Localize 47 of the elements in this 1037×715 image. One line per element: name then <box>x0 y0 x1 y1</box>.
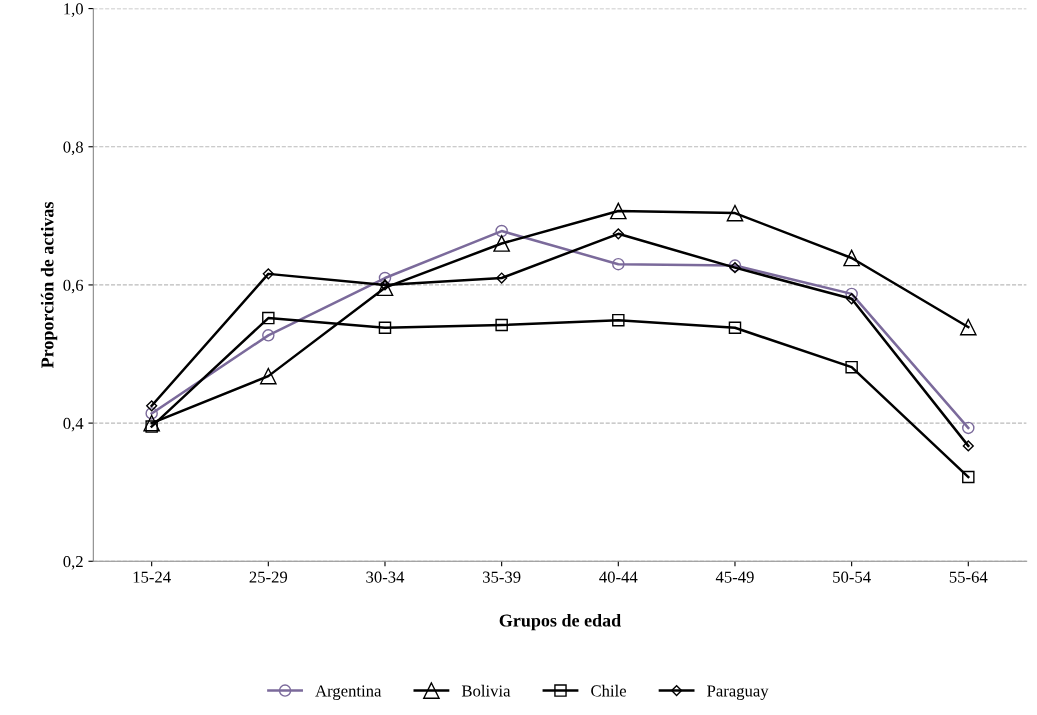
legend-label: Chile <box>591 684 627 697</box>
y-axis-title: Proporción de activas <box>40 201 58 369</box>
x-tick-label: 45-49 <box>715 571 754 583</box>
point <box>376 279 394 297</box>
y-tick-label: 0,8 <box>63 141 83 156</box>
legend-label: Paraguay <box>707 685 769 700</box>
point <box>845 360 858 374</box>
point <box>378 271 392 285</box>
point <box>612 228 624 240</box>
point <box>612 313 625 327</box>
point <box>146 400 158 412</box>
x-tick-label: 30-34 <box>366 571 405 583</box>
point <box>962 421 975 435</box>
point <box>262 268 274 280</box>
point <box>728 321 742 335</box>
point <box>495 318 508 332</box>
point <box>259 367 277 385</box>
x-tick-label: 35-39 <box>483 571 521 583</box>
point <box>143 414 160 432</box>
point <box>845 287 858 301</box>
point <box>962 470 975 484</box>
y-tick-label: 0,2 <box>63 555 83 570</box>
y-tick-label: 1,0 <box>64 3 83 17</box>
point <box>726 204 744 222</box>
point <box>612 257 625 271</box>
point <box>609 202 627 220</box>
legend-label: Argentina <box>315 685 382 700</box>
point <box>959 318 977 336</box>
x-tick-label: 55-64 <box>949 571 988 583</box>
point <box>962 440 974 452</box>
point <box>493 235 510 252</box>
point <box>495 224 508 238</box>
y-tick-label: 0,6 <box>63 279 84 294</box>
point <box>846 293 858 305</box>
y-tick-label: 0,4 <box>63 417 84 432</box>
point <box>262 311 275 325</box>
point <box>262 329 275 342</box>
x-axis-title: Grupos de edad <box>499 613 621 631</box>
legend-label: Bolivia <box>461 684 511 697</box>
point <box>378 321 392 335</box>
x-tick-label: 40-44 <box>599 571 638 583</box>
point <box>145 407 158 420</box>
x-tick-label: 50-54 <box>833 571 871 583</box>
point <box>496 272 508 284</box>
x-tick-label: 15-24 <box>133 571 171 583</box>
point <box>843 249 860 267</box>
x-tick-label: 25-29 <box>249 571 288 583</box>
